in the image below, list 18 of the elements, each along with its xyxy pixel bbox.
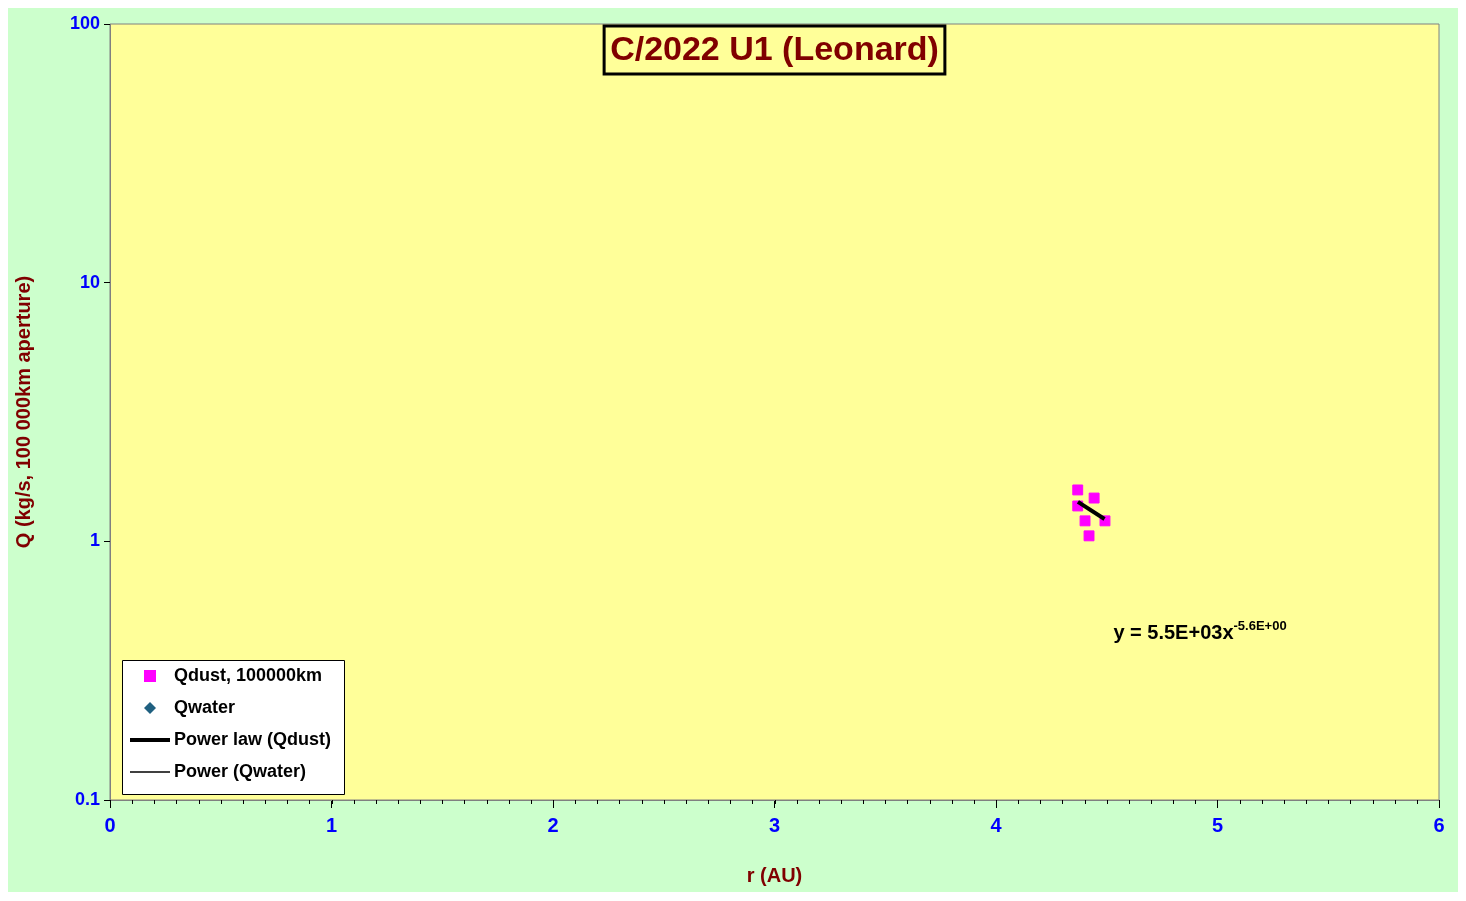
x-tick-label: 0 — [104, 813, 116, 836]
x-tick-label: 5 — [1211, 813, 1224, 836]
x-axis-title: r (AU) — [746, 863, 803, 886]
y-tick-label: 10 — [79, 271, 100, 292]
x-tick-label: 6 — [1433, 813, 1445, 836]
legend-label: Power law (Qdust) — [174, 728, 332, 749]
legend-label: Power (Qwater) — [174, 760, 307, 781]
chart-title: C/2022 U1 (Leonard) — [610, 29, 939, 68]
y-tick-label: 1 — [89, 530, 100, 551]
y-axis-title: Q (kg/s, 100 000km aperture) — [11, 275, 34, 549]
x-tick-label: 2 — [547, 813, 559, 836]
y-tick-label: 0.1 — [74, 788, 100, 809]
y-tick-label: 100 — [69, 12, 100, 33]
legend-label: Qwater — [174, 696, 236, 717]
x-tick-label: 3 — [768, 813, 781, 836]
x-tick-label: 1 — [325, 813, 338, 836]
x-tick-label: 4 — [990, 813, 1003, 836]
legend-label: Qdust, 100000km — [174, 664, 323, 685]
